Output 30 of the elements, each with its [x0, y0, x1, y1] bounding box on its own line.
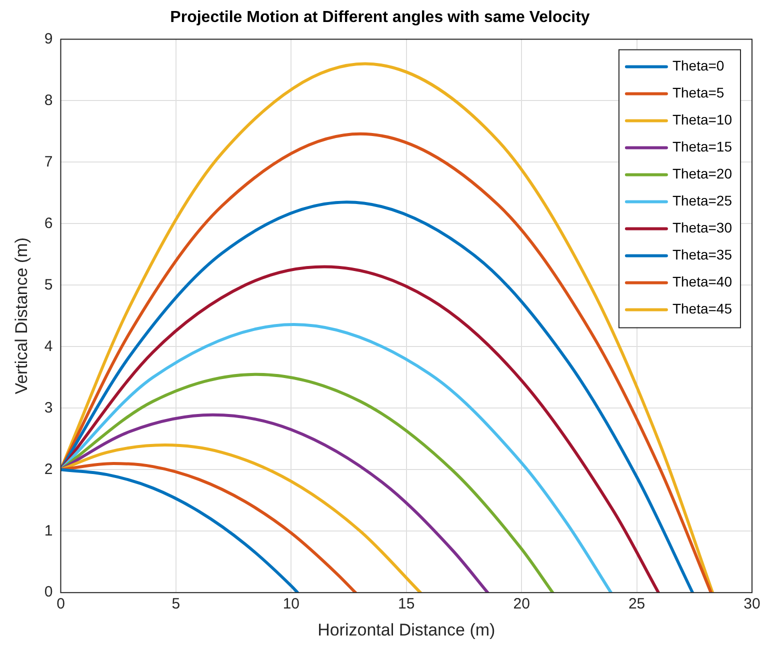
y-tick-label: 4 — [44, 338, 53, 355]
legend-label: Theta=30 — [672, 220, 732, 236]
legend-label: Theta=40 — [672, 274, 732, 290]
x-tick-label: 0 — [56, 596, 65, 613]
legend-label: Theta=35 — [672, 246, 732, 263]
y-tick-label: 8 — [44, 92, 53, 109]
x-tick-label: 5 — [172, 596, 180, 613]
y-tick-label: 5 — [44, 276, 53, 294]
y-tick-label: 7 — [44, 153, 53, 170]
y-tick-label: 1 — [44, 522, 53, 540]
legend-label: Theta=10 — [672, 112, 732, 128]
y-tick-label: 6 — [44, 214, 53, 232]
x-tick-label: 10 — [282, 596, 300, 613]
y-tick-label: 2 — [44, 460, 53, 478]
chart-title: Projectile Motion at Different angles with same Velocity — [170, 9, 590, 26]
y-tick-label: 3 — [44, 399, 53, 416]
legend-label: Theta=5 — [672, 84, 724, 101]
x-tick-label: 25 — [628, 596, 646, 613]
x-axis-title: Horizontal Distance (m) — [318, 620, 496, 640]
x-tick-label: 20 — [513, 596, 530, 613]
x-tick-label: 15 — [398, 596, 415, 613]
legend-label: Theta=0 — [672, 58, 724, 74]
y-axis-title: Vertical Distance (m) — [12, 237, 31, 394]
legend-label: Theta=25 — [672, 192, 732, 209]
y-tick-label: 0 — [44, 584, 53, 601]
legend-label: Theta=15 — [672, 138, 732, 155]
legend-label: Theta=45 — [672, 300, 732, 317]
y-tick-label: 9 — [44, 30, 53, 48]
x-tick-label: 30 — [744, 596, 760, 613]
legend-label: Theta=20 — [672, 166, 732, 182]
